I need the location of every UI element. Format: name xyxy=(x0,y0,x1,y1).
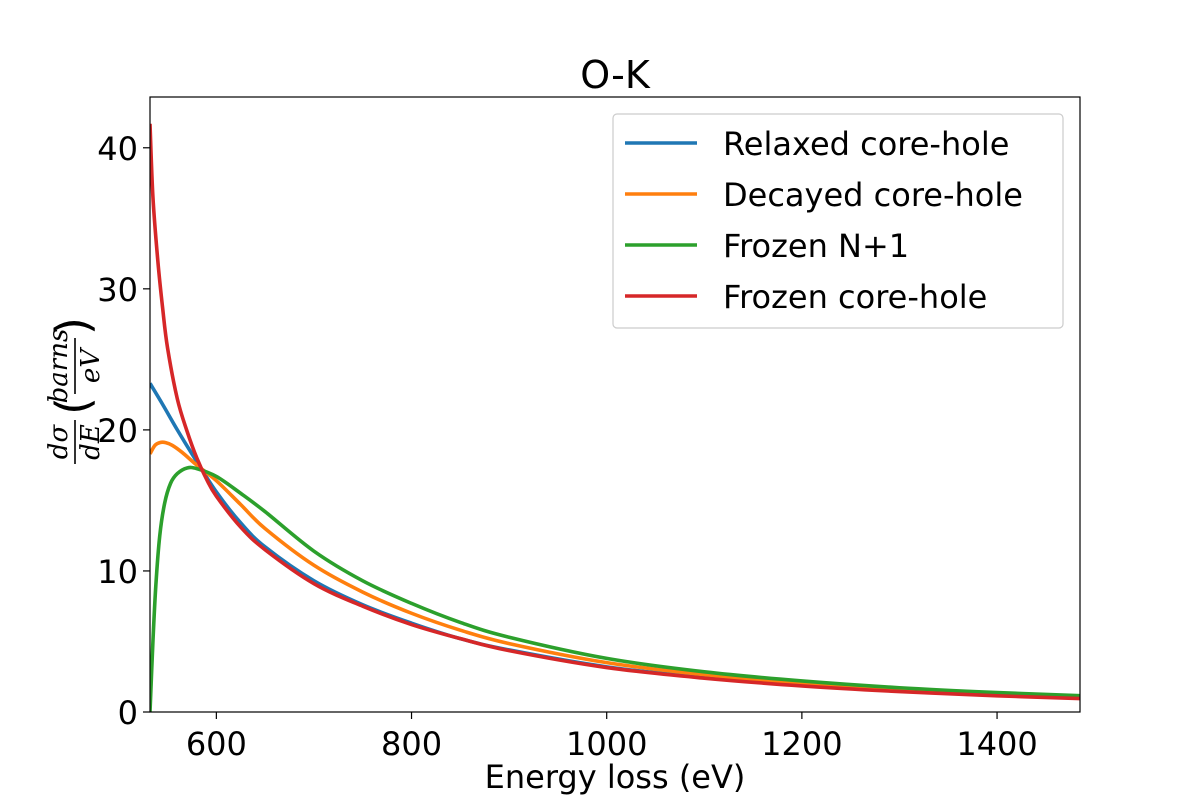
y-label-unit-num: barns xyxy=(44,329,74,404)
legend-label-decayed-core-hole: Decayed core-hole xyxy=(723,176,1023,214)
y-label-open-paren: ( xyxy=(46,397,100,415)
plot-frame xyxy=(149,96,1081,713)
series-line-frozen-n-1 xyxy=(150,465,1080,712)
series-line-decayed-core-hole xyxy=(150,440,1080,699)
legend-label-relaxed-core-hole: Relaxed core-hole xyxy=(723,125,1009,163)
series-layer xyxy=(150,123,1080,712)
x-tick-label: 1000 xyxy=(566,725,647,763)
y-tick-label: 10 xyxy=(97,553,138,591)
x-axis: 600 800 1000 1200 1400 xyxy=(186,712,1038,763)
y-tick-label: 20 xyxy=(97,412,138,450)
y-label-num: dσ xyxy=(44,424,74,460)
x-tick-label: 1200 xyxy=(761,725,842,763)
y-label-unit-den: eV xyxy=(76,347,106,383)
x-tick-label: 800 xyxy=(381,725,442,763)
y-label-close-paren: ) xyxy=(46,317,100,335)
legend-box xyxy=(612,113,1064,329)
x-axis-title: Energy loss (eV) xyxy=(485,758,746,796)
y-tick-label: 40 xyxy=(97,130,138,168)
y-tick-label: 0 xyxy=(118,694,138,732)
y-axis-title: dσ dE ( barns eV ) xyxy=(44,317,106,464)
legend-label-frozen-n-1: Frozen N+1 xyxy=(723,227,909,265)
x-tick-label: 600 xyxy=(186,725,247,763)
y-label-den: dE xyxy=(76,424,106,460)
chart-title: O-K xyxy=(580,53,651,97)
y-axis: 0 10 20 30 40 xyxy=(97,130,150,732)
y-tick-label: 30 xyxy=(97,271,138,309)
legend-label-frozen-core-hole: Frozen core-hole xyxy=(723,278,987,316)
x-tick-label: 1400 xyxy=(956,725,1037,763)
series-line-frozen-core-hole xyxy=(150,123,1080,701)
legend: Relaxed core-hole Decayed core-hole Frozen… xyxy=(612,113,1064,329)
